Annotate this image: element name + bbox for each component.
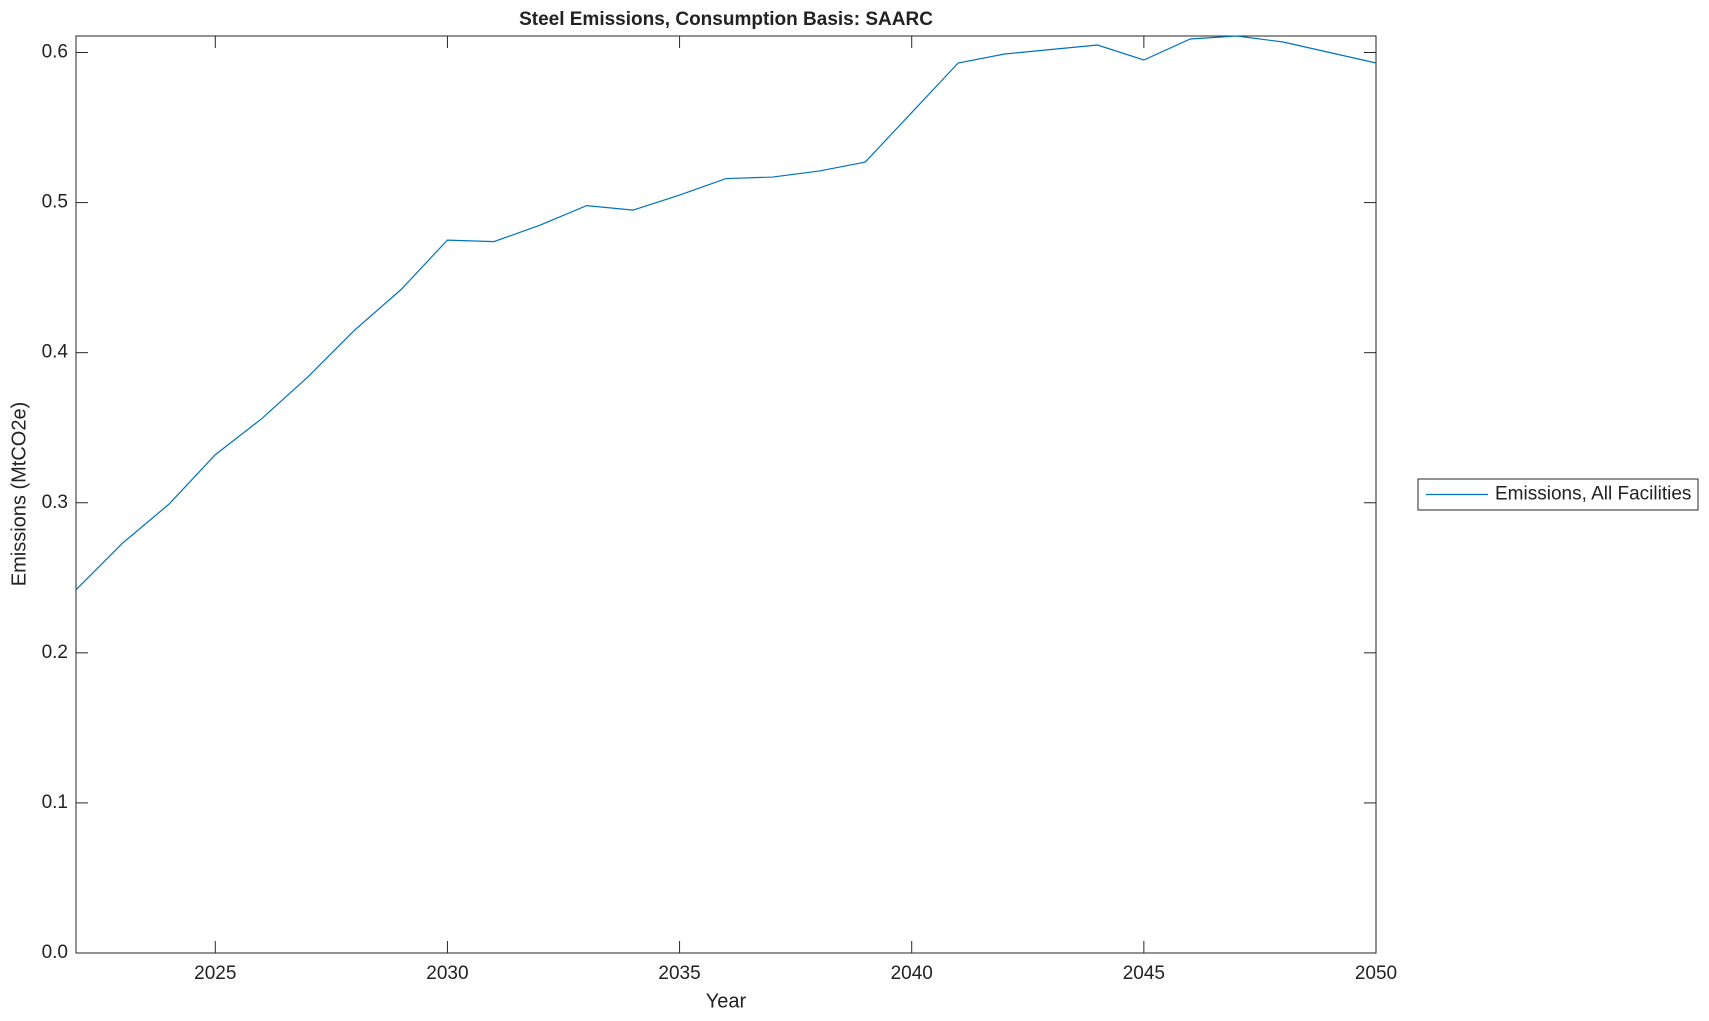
y-axis-label: Emissions (MtCO2e) xyxy=(8,402,30,586)
y-tick-label: 0.4 xyxy=(42,342,69,363)
x-tick-label: 2035 xyxy=(658,963,700,984)
y-tick-label: 0.5 xyxy=(42,192,68,213)
legend-label: Emissions, All Facilities xyxy=(1495,484,1691,505)
y-tick-label: 0.3 xyxy=(42,492,68,513)
y-tick-label: 0.0 xyxy=(42,942,68,963)
x-tick-label: 2050 xyxy=(1355,963,1397,984)
y-tick-label: 0.6 xyxy=(42,42,68,63)
x-tick-label: 2030 xyxy=(426,963,468,984)
x-axis-label: Year xyxy=(706,990,747,1012)
data-line xyxy=(75,35,1377,591)
chart-title: Steel Emissions, Consumption Basis: SAAR… xyxy=(519,9,933,30)
x-tick-label: 2045 xyxy=(1123,963,1165,984)
x-tick-label: 2040 xyxy=(891,963,933,984)
y-tick-label: 0.2 xyxy=(42,642,68,663)
y-tick-label: 0.1 xyxy=(42,792,68,813)
plot-frame xyxy=(75,35,1377,954)
x-tick-label: 2025 xyxy=(194,963,236,984)
